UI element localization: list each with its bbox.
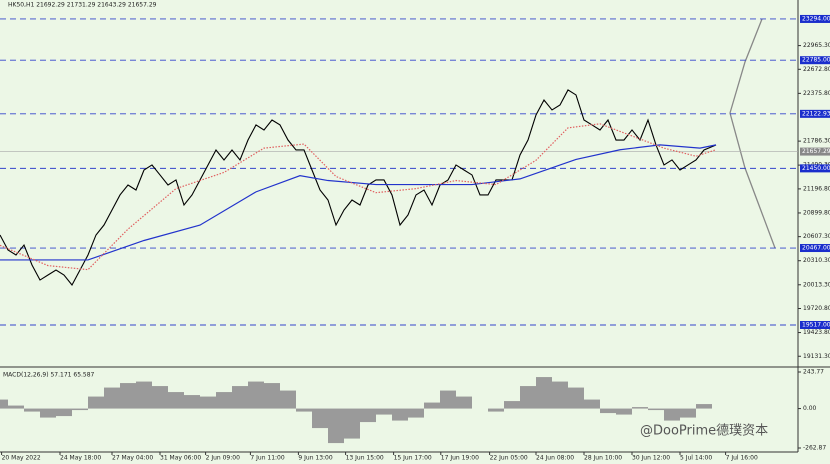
y-tick-label: 20310.30 — [803, 257, 830, 264]
macd-bar — [232, 386, 248, 409]
level-box — [800, 164, 830, 173]
macd-bar — [664, 408, 680, 421]
macd-bar — [328, 408, 344, 444]
macd-bar — [296, 408, 312, 412]
x-tick-label: 17 Jun 19:00 — [441, 455, 479, 462]
y-tick-label: 21786.30 — [803, 138, 830, 145]
macd-tick-label: -262.87 — [803, 445, 826, 452]
x-tick-label: 22 Jun 05:00 — [490, 455, 528, 462]
macd-label: MACD(12,26,9) 57.171 65.587 — [3, 372, 95, 379]
macd-bar — [648, 408, 664, 411]
y-tick-label: 22965.30 — [803, 42, 830, 49]
macd-bar — [600, 408, 616, 414]
macd-bar — [632, 407, 648, 409]
macd-bar — [376, 408, 392, 415]
macd-tick-label: 0.00 — [803, 405, 817, 412]
x-tick-label: 28 Jun 10:00 — [584, 455, 622, 462]
macd-bar — [568, 387, 584, 409]
x-tick-label: 2 Jun 09:00 — [206, 455, 240, 462]
level-box — [800, 56, 830, 65]
y-tick-label: 21196.80 — [803, 185, 830, 192]
level-box — [800, 14, 830, 23]
level-label: 21450.00 — [802, 165, 830, 172]
macd-bar — [248, 381, 264, 409]
x-tick-label: 13 Jun 15:00 — [346, 455, 384, 462]
x-tick-label: 31 May 06:00 — [160, 455, 201, 462]
price-line — [0, 144, 717, 261]
macd-bar — [152, 386, 168, 409]
y-tick-label: 20607.30 — [803, 233, 830, 240]
macd-tick-label: 243.77 — [803, 368, 824, 375]
macd-bar — [536, 377, 552, 409]
macd-bar — [520, 386, 536, 409]
macd-bar — [136, 381, 152, 409]
x-tick-label: 15 Jun 17:00 — [394, 455, 432, 462]
x-tick-label: 5 Jul 14:00 — [680, 455, 712, 462]
y-tick-label: 22375.80 — [803, 90, 830, 97]
macd-bar — [56, 408, 72, 417]
level-box — [800, 109, 830, 118]
macd-bar — [408, 408, 424, 418]
macd-bar — [392, 408, 408, 421]
macd-bar — [40, 408, 56, 418]
price-line — [0, 123, 717, 271]
chart-header: HK50,H1 21692.29 21731.29 21643.29 21657… — [8, 2, 157, 9]
macd-bar — [344, 408, 360, 439]
macd-bar — [24, 408, 40, 412]
macd-bar — [312, 408, 328, 429]
macd-bar — [168, 392, 184, 409]
level-label: 22785.00 — [802, 57, 830, 64]
macd-bar — [200, 396, 216, 409]
projection-arrow — [729, 18, 763, 114]
macd-bar — [0, 399, 8, 409]
current-label: 21657.29 — [802, 148, 830, 155]
y-tick-label: 20899.80 — [803, 209, 830, 216]
macd-bar — [72, 408, 88, 411]
macd-bar — [440, 390, 456, 409]
y-tick-label: 19423.80 — [803, 329, 830, 336]
macd-bar — [264, 383, 280, 409]
x-tick-label: 7 Jul 16:00 — [726, 455, 758, 462]
y-tick-label: 22672.80 — [803, 66, 830, 73]
level-box — [800, 321, 830, 330]
macd-bar — [216, 392, 232, 409]
x-tick-label: 20 May 2022 — [2, 455, 41, 462]
x-tick-label: 24 Jun 08:00 — [536, 455, 574, 462]
price-line — [0, 89, 717, 286]
macd-bar — [424, 402, 440, 409]
macd-bar — [696, 404, 712, 409]
current-box — [800, 147, 830, 156]
watermark: @DooPrime德璞资本 — [640, 424, 768, 439]
level-label: 23294.00 — [802, 15, 830, 22]
level-label: 22122.93 — [802, 110, 830, 117]
y-tick-label: 20013.30 — [803, 281, 830, 288]
macd-bar — [488, 408, 504, 412]
macd-bar — [8, 405, 24, 409]
macd-bar — [104, 387, 120, 409]
x-tick-label: 24 May 18:00 — [60, 455, 101, 462]
y-tick-label: 19131.30 — [803, 353, 830, 360]
level-label: 19517.00 — [802, 322, 830, 329]
macd-bar — [88, 396, 104, 409]
level-label: 20467.00 — [802, 245, 830, 252]
x-tick-label: 7 Jun 11:00 — [250, 455, 284, 462]
macd-bar — [120, 383, 136, 409]
y-tick-label: 19720.80 — [803, 305, 830, 312]
macd-bar — [360, 408, 376, 423]
macd-bar — [280, 390, 296, 409]
macd-bar — [680, 408, 696, 418]
x-tick-label: 30 Jun 12:00 — [632, 455, 670, 462]
macd-bar — [184, 395, 200, 409]
macd-bar — [552, 381, 568, 409]
x-tick-label: 9 Jun 13:00 — [298, 455, 332, 462]
x-tick-label: 27 May 04:00 — [112, 455, 153, 462]
macd-bar — [504, 401, 520, 409]
macd-bar — [616, 408, 632, 415]
level-box — [800, 244, 830, 253]
macd-bar — [456, 396, 472, 409]
macd-bar — [584, 399, 600, 409]
